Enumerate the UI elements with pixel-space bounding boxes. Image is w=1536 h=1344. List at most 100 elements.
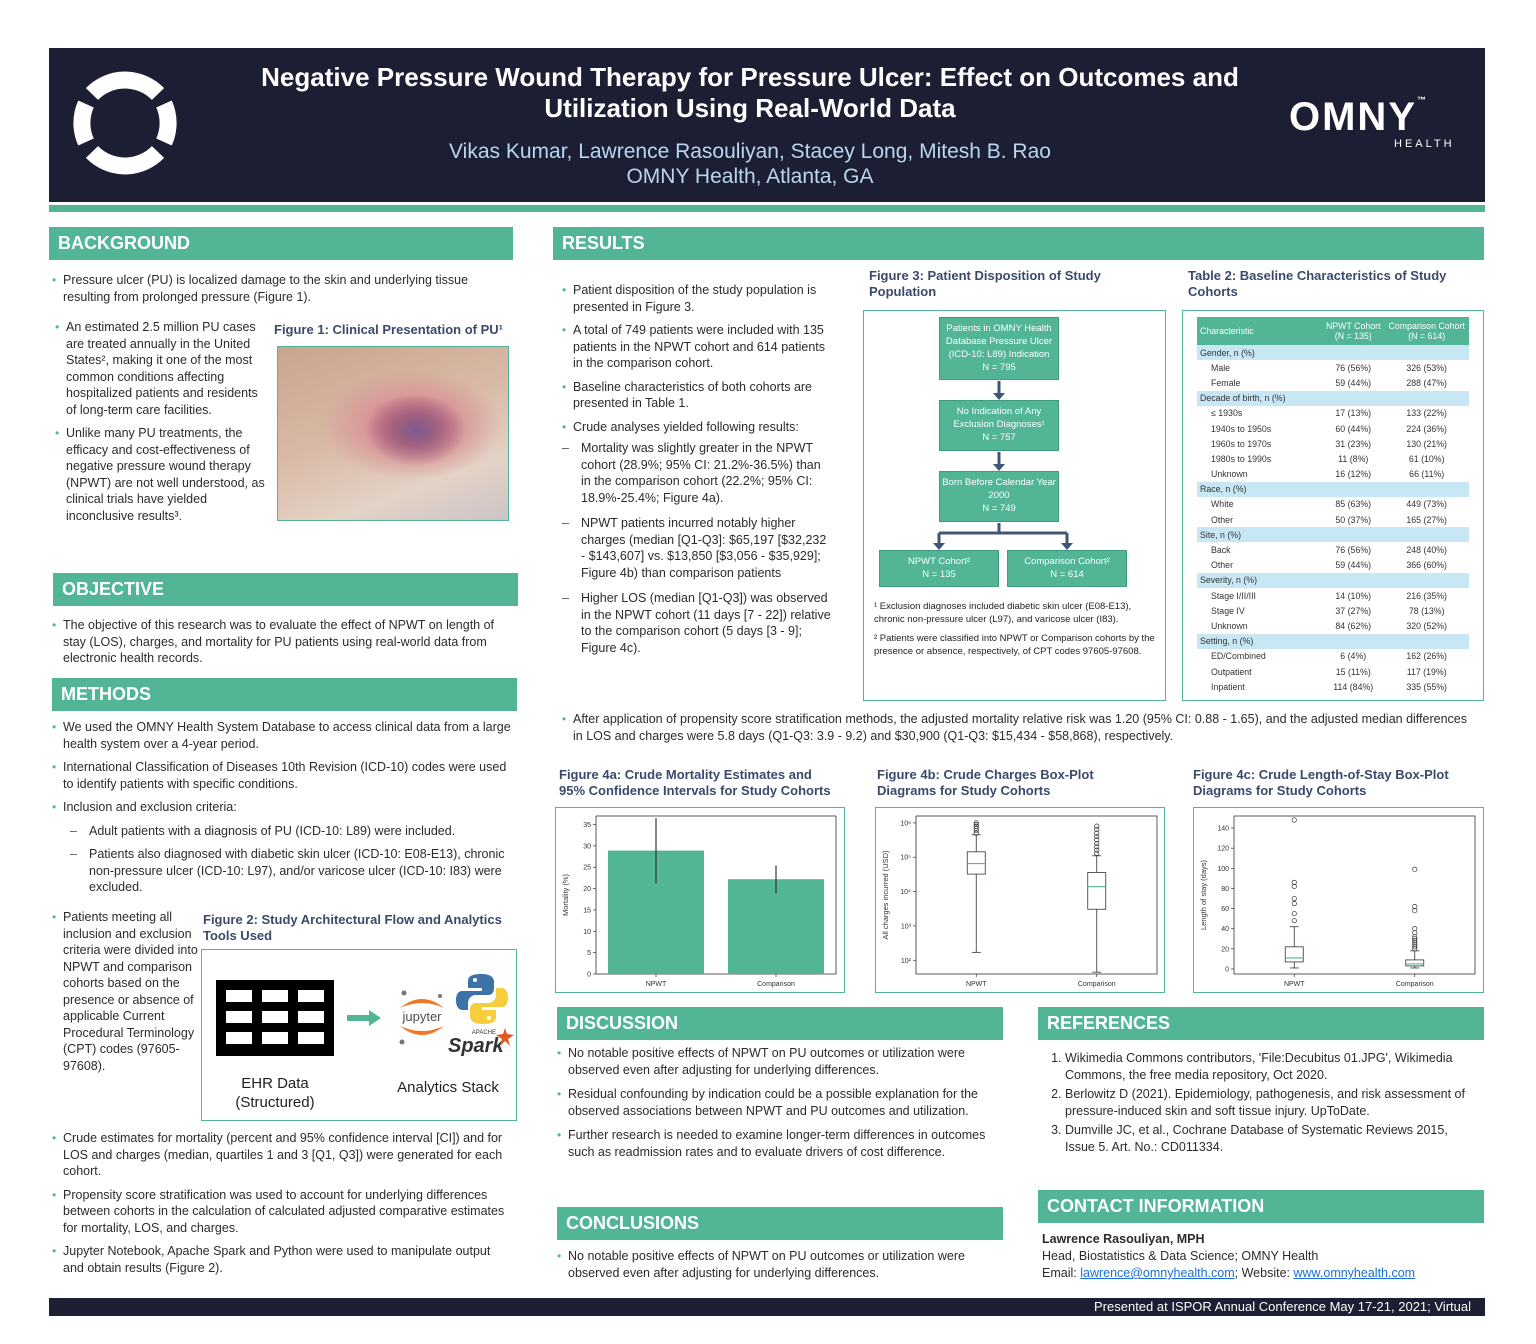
outlier-point <box>1094 850 1100 856</box>
table-row: Other 59 (44%) 366 (60%) <box>1211 560 1447 571</box>
contact-role: Head, Biostatistics & Data Science; OMNY… <box>1042 1249 1319 1263</box>
box <box>1087 872 1107 910</box>
table-row: Unknown 84 (62%) 320 (52%) <box>1211 620 1447 631</box>
methods-heading: METHODS <box>52 678 517 711</box>
background-heading: BACKGROUND <box>49 227 513 260</box>
outlier-point <box>1412 942 1418 948</box>
table-group-row: Race, n (%) <box>1197 481 1469 497</box>
y-tick-label: 20 <box>583 886 591 893</box>
email-link[interactable]: lawrence@omnyhealth.com <box>1080 1266 1235 1280</box>
y-tick-label: 60 <box>1221 906 1229 913</box>
y-tick-label: 100 <box>1217 866 1229 873</box>
y-tick-label: 25 <box>583 865 591 872</box>
mortality-chart: 0 5 10 15 20 25 30 35 NPWT Comparison Mortality (%… <box>561 815 837 988</box>
y-tick-label: 10⁶ <box>900 820 911 827</box>
results-subitem: Higher LOS (median [Q1-Q3]) was observed… <box>562 590 832 656</box>
methods-item: International Classification of Diseases… <box>52 759 514 792</box>
table-row: ≤ 1930s 17 (13%) 133 (22%) <box>1211 408 1447 419</box>
fig4b-frame: 10² 10³ 10⁴ 10⁵ 10⁶ NPWT Comparison All charges… <box>875 807 1165 993</box>
methods-cohort-list: Patients meeting all inclusion and exclu… <box>52 909 198 1081</box>
omny-wordmark: OMNY™ <box>1289 95 1428 139</box>
methods-subitem: Adult patients with a diagnosis of PU (I… <box>70 823 514 840</box>
outlier-point <box>1412 908 1418 914</box>
outlier-point <box>973 830 979 836</box>
table-row: Stage IV 37 (27%) 78 (13%) <box>1211 605 1445 616</box>
y-tick-label: 10² <box>901 958 912 965</box>
results-subitem: NPWT patients incurred notably higher ch… <box>562 515 832 581</box>
table-row: ED/Combined 6 (4%) 162 (26%) <box>1211 651 1447 662</box>
table-row: 1960s to 1970s 31 (23%) 130 (21%) <box>1211 438 1447 449</box>
omny-sub: HEALTH <box>1394 138 1455 150</box>
y-tick-label: 0 <box>587 972 591 979</box>
y-tick-label: 35 <box>583 822 591 829</box>
table-row: Male 76 (56%) 326 (53%) <box>1211 362 1447 373</box>
fig4b-caption: Figure 4b: Crude Charges Box-Plot Diagra… <box>877 767 1094 798</box>
jupyter-logo: jupyter <box>392 988 452 1053</box>
reference-item: Wikimedia Commons contributors, 'File:De… <box>1065 1050 1481 1083</box>
discussion-item: No notable positive effects of NPWT on P… <box>557 1045 997 1078</box>
discussion-item: Further research is needed to examine lo… <box>557 1127 997 1160</box>
results-item: A total of 749 patients were included wi… <box>562 322 832 372</box>
flow-box-comparison: Comparison Cohort² N = 614 <box>1007 550 1127 587</box>
outlier-point <box>1412 926 1418 932</box>
y-tick-label: 5 <box>587 950 591 957</box>
y-tick-label: 10³ <box>901 923 912 930</box>
results-item: After application of propensity score st… <box>562 711 1472 744</box>
methods-block-1: We used the OMNY Health System Database … <box>52 719 514 903</box>
x-tick-label: NPWT <box>966 981 987 988</box>
x-tick-label: NPWT <box>1284 981 1305 988</box>
conclusions-heading: CONCLUSIONS <box>557 1207 1003 1240</box>
fig3-notes: ¹ Exclusion diagnoses included diabetic … <box>874 601 1155 657</box>
results-heading: RESULTS <box>553 227 1484 260</box>
table-group-row: Gender, n (%) <box>1197 345 1469 361</box>
table-group-row: Site, n (%) <box>1197 527 1469 543</box>
ehr-table-icon <box>216 980 334 1056</box>
outlier-point <box>1094 833 1100 840</box>
fig3-frame: Patients in OMNY Health Database Pressur… <box>863 310 1166 701</box>
outlier-point <box>1094 826 1100 832</box>
results-adjusted: After application of propensity score st… <box>562 711 1472 751</box>
table-group-row: Decade of birth, n (%) <box>1197 390 1469 406</box>
contact-heading: CONTACT INFORMATION <box>1038 1190 1484 1223</box>
contact-block: Lawrence Rasouliyan, MPH Head, Biostatis… <box>1042 1231 1482 1282</box>
table-row: Inpatient 114 (84%) 335 (55%) <box>1211 681 1447 692</box>
fig2-frame: jupyter APACHE Spark EHR Data (Structure… <box>201 949 517 1121</box>
y-tick-label: 80 <box>1221 886 1229 893</box>
box <box>966 851 986 875</box>
fig4a-caption: Figure 4a: Crude Mortality Estimates and… <box>559 767 831 798</box>
table-row: Stage I/II/III 14 (10%) 216 (35%) <box>1211 590 1447 601</box>
background-list: Pressure ulcer (PU) is localized damage … <box>52 272 514 312</box>
contact-links: Email: lawrence@omnyhealth.com; Website:… <box>1042 1266 1416 1280</box>
methods-item: Crude estimates for mortality (percent a… <box>52 1130 514 1180</box>
methods-item: We used the OMNY Health System Database … <box>52 719 514 752</box>
python-logo <box>456 974 508 1024</box>
x-tick-label: Comparison <box>1078 981 1116 988</box>
results-item: Baseline characteristics of both cohorts… <box>562 379 832 412</box>
y-tick-label: 140 <box>1217 826 1229 833</box>
results-item: Crude analyses yielded following results… <box>562 419 832 436</box>
outlier-point <box>1291 901 1297 907</box>
outlier-point <box>1412 934 1418 940</box>
references-list: Wikimedia Commons contributors, 'File:De… <box>1046 1050 1481 1155</box>
background-item: Unlike many PU treatments, the efficacy … <box>55 425 265 524</box>
outlier-point <box>1412 938 1418 944</box>
reference-item: Dumville JC, et al., Cochrane Database o… <box>1065 1122 1481 1155</box>
fig4c-caption: Figure 4c: Crude Length-of-Stay Box-Plot… <box>1193 767 1449 798</box>
objective-list: The objective of this research was to ev… <box>52 617 500 674</box>
website-link[interactable]: www.omnyhealth.com <box>1293 1266 1416 1280</box>
conclusions-list: No notable positive effects of NPWT on P… <box>557 1248 997 1288</box>
baseline-table: Characteristic NPWT Cohort (N = 135) Compar… <box>1197 317 1469 694</box>
flow-box-exclusion: No Indication of Any Exclusion Diagnoses… <box>939 400 1059 451</box>
fig4a-frame: 0 5 10 15 20 25 30 35 NPWT Comparison Mortality (%… <box>555 807 845 993</box>
outlier-point <box>1412 930 1418 936</box>
outlier-point <box>1094 840 1100 847</box>
header-divider <box>49 205 1485 212</box>
outlier-point <box>1291 883 1297 889</box>
outlier-point <box>1412 940 1418 946</box>
header-banner: OMNY™ HEALTH <box>49 48 1485 202</box>
poster-title: Negative Pressure Wound Therapy for Pres… <box>261 62 1239 123</box>
outlier-point <box>1291 918 1297 924</box>
outlier-point <box>1291 911 1297 917</box>
y-axis-label: All charges incurred (USD) <box>881 850 890 940</box>
discussion-heading: DISCUSSION <box>557 1007 1003 1040</box>
